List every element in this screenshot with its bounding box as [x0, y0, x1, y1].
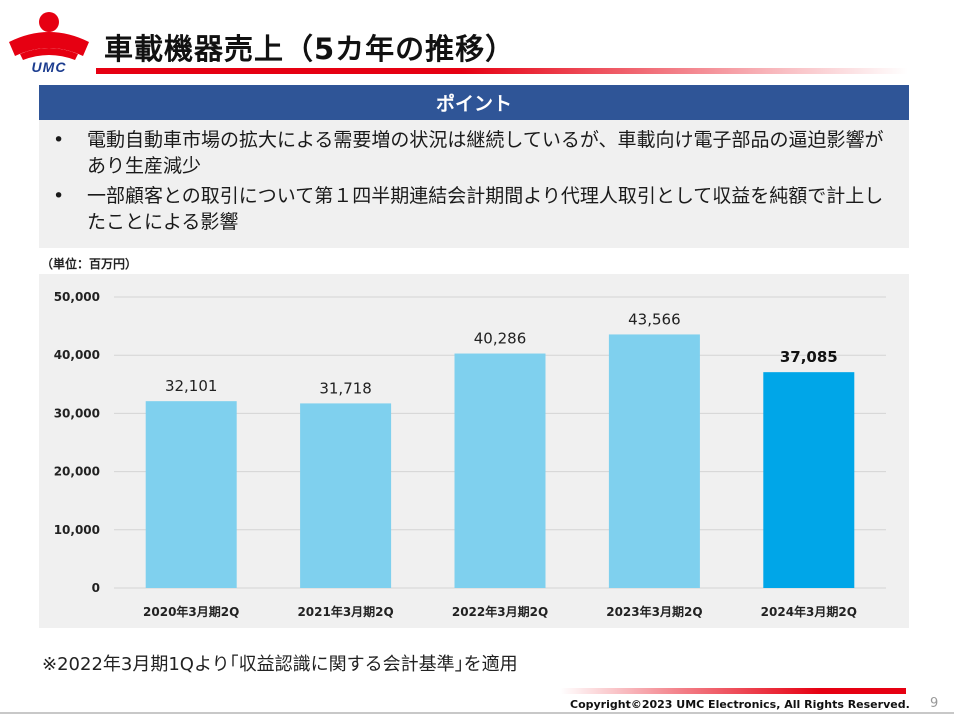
y-tick-label: 10,000 [54, 523, 100, 537]
y-tick-label: 30,000 [54, 406, 100, 420]
point-item: • 一部顧客との取引について第１四半期連結会計期間より代理人取引として収益を純額… [49, 183, 897, 235]
bottom-border [0, 712, 954, 714]
data-label: 31,718 [319, 379, 372, 397]
y-tick-label: 40,000 [54, 348, 100, 362]
x-tick-label: 2021年3月期2Q [297, 604, 393, 619]
y-tick-label: 0 [92, 581, 100, 595]
bar [300, 403, 392, 588]
bar [145, 401, 237, 588]
points-heading: ポイント [39, 85, 909, 120]
umc-logo: UMC [6, 8, 92, 75]
unit-label: （単位：百万円） [41, 257, 138, 271]
y-tick-label: 50,000 [54, 290, 100, 304]
point-item: • 電動自動車市場の拡大による需要増の状況は継続しているが、車載向け電子部品の逼… [49, 127, 897, 179]
x-tick-label: 2023年3月期2Q [606, 604, 702, 619]
bar [454, 353, 546, 588]
x-tick-label: 2022年3月期2Q [452, 604, 548, 619]
bullet-icon: • [53, 185, 65, 207]
data-label: 37,085 [780, 348, 838, 366]
footnote: ※2022年3月期1Qより｢収益認識に関する会計基準｣を適用 [42, 654, 518, 675]
logo-mark: UMC [9, 12, 89, 75]
title-underline [96, 68, 908, 74]
data-label: 43,566 [628, 310, 681, 328]
chart-svg: 0 10,000 20,000 30,000 40,000 50,000 32,101 202… [54, 290, 886, 619]
bar [608, 334, 700, 588]
page-number: 9 [930, 696, 939, 711]
copyright-text: Copyright©2023 UMC Electronics, All Righ… [570, 698, 910, 711]
data-label: 40,286 [474, 330, 527, 348]
points-box: • 電動自動車市場の拡大による需要増の状況は継続しているが、車載向け電子部品の逼… [39, 120, 909, 248]
page-title: 車載機器売上（5カ年の推移） [104, 32, 516, 66]
logo-text: UMC [32, 59, 67, 74]
y-tick-label: 20,000 [54, 465, 100, 479]
bullet-icon: • [53, 129, 65, 151]
bar-chart: 0 10,000 20,000 30,000 40,000 50,000 32,101 202… [39, 274, 909, 628]
point-text: 電動自動車市場の拡大による需要増の状況は継続しているが、車載向け電子部品の逼迫影… [87, 129, 884, 177]
bar [763, 372, 855, 588]
footer-rule [560, 688, 906, 694]
data-label: 32,101 [165, 377, 218, 395]
point-text: 一部顧客との取引について第１四半期連結会計期間より代理人取引として収益を純額で計… [87, 185, 884, 233]
x-tick-label: 2020年3月期2Q [143, 604, 239, 619]
x-tick-label: 2024年3月期2Q [761, 604, 857, 619]
